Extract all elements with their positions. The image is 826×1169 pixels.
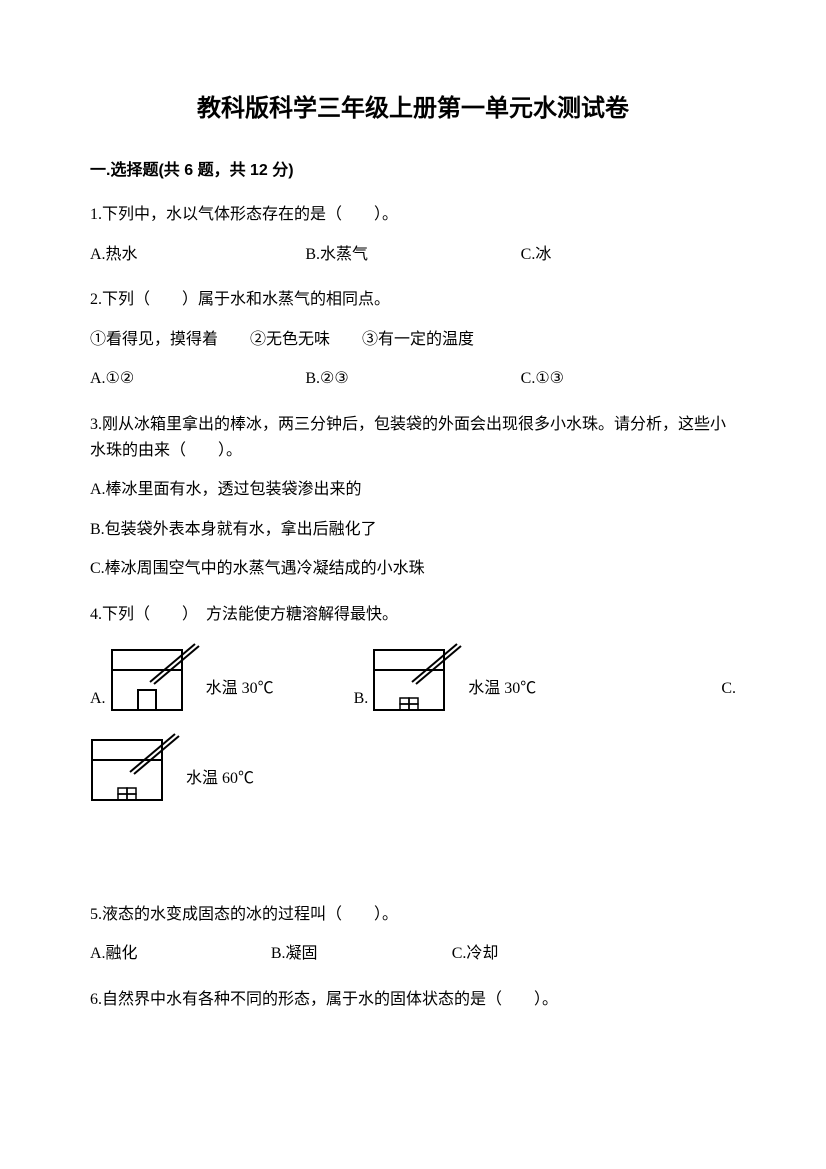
q4-diagrams-row2: 水温 60℃ — [90, 732, 736, 802]
q5-options: A.融化 B.凝固 C.冷却 — [90, 941, 736, 967]
q4-diagram-a: A. 水温 30℃ — [90, 642, 274, 712]
q2-options: A.①② B.②③ C.①③ — [90, 366, 736, 392]
q1-options: A.热水 B.水蒸气 C.冰 — [90, 242, 736, 268]
beaker-c-icon — [90, 732, 180, 802]
q2-items: ①看得见，摸得着 ②无色无味 ③有一定的温度 — [90, 327, 736, 353]
q3-option-a: A.棒冰里面有水，透过包装袋渗出来的 — [90, 477, 736, 503]
q3-text: 3.刚从冰箱里拿出的棒冰，两三分钟后，包装袋的外面会出现很多小水珠。请分析，这些… — [90, 412, 736, 463]
question-4: 4.下列（ ） 方法能使方糖溶解得最快。 A. 水温 30℃ B. — [90, 602, 736, 882]
q1-option-b: B.水蒸气 — [305, 242, 520, 268]
q5-option-c: C.冷却 — [452, 941, 736, 967]
q1-option-c: C.冰 — [521, 242, 736, 268]
spacer — [90, 822, 736, 882]
q5-option-b: B.凝固 — [271, 941, 452, 967]
q4-text: 4.下列（ ） 方法能使方糖溶解得最快。 — [90, 602, 736, 628]
q5-text: 5.液态的水变成固态的冰的过程叫（ ）。 — [90, 902, 736, 928]
q4-b-temp: 水温 30℃ — [468, 676, 536, 702]
q4-a-temp: 水温 30℃ — [206, 676, 274, 702]
q4-diagram-c: 水温 60℃ — [90, 732, 254, 802]
q6-text: 6.自然界中水有各种不同的形态，属于水的固体状态的是（ ）。 — [90, 987, 736, 1013]
q3-option-b: B.包装袋外表本身就有水，拿出后融化了 — [90, 517, 736, 543]
question-1: 1.下列中，水以气体形态存在的是（ ）。 A.热水 B.水蒸气 C.冰 — [90, 202, 736, 267]
section-header: 一.选择题(共 6 题，共 12 分) — [90, 158, 736, 184]
page-title: 教科版科学三年级上册第一单元水测试卷 — [90, 90, 736, 128]
q2-text: 2.下列（ ）属于水和水蒸气的相同点。 — [90, 287, 736, 313]
q4-b-prefix: B. — [354, 686, 369, 712]
beaker-a-icon — [110, 642, 200, 712]
q4-a-prefix: A. — [90, 686, 106, 712]
q5-option-a: A.融化 — [90, 941, 271, 967]
q1-text: 1.下列中，水以气体形态存在的是（ ）。 — [90, 202, 736, 228]
question-2: 2.下列（ ）属于水和水蒸气的相同点。 ①看得见，摸得着 ②无色无味 ③有一定的… — [90, 287, 736, 392]
beaker-b-icon — [372, 642, 462, 712]
q4-c-prefix: C. — [721, 676, 736, 702]
question-5: 5.液态的水变成固态的冰的过程叫（ ）。 A.融化 B.凝固 C.冷却 — [90, 902, 736, 967]
question-3: 3.刚从冰箱里拿出的棒冰，两三分钟后，包装袋的外面会出现很多小水珠。请分析，这些… — [90, 412, 736, 582]
q2-option-c: C.①③ — [521, 366, 736, 392]
q4-diagrams-row1: A. 水温 30℃ B. 水温 30℃ — [90, 642, 736, 712]
q2-option-a: A.①② — [90, 366, 305, 392]
q3-option-c: C.棒冰周围空气中的水蒸气遇冷凝结成的小水珠 — [90, 556, 736, 582]
q2-option-b: B.②③ — [305, 366, 520, 392]
q1-option-a: A.热水 — [90, 242, 305, 268]
q4-diagram-b: B. 水温 30℃ — [354, 642, 537, 712]
q4-c-temp: 水温 60℃ — [186, 766, 254, 792]
question-6: 6.自然界中水有各种不同的形态，属于水的固体状态的是（ ）。 — [90, 987, 736, 1013]
